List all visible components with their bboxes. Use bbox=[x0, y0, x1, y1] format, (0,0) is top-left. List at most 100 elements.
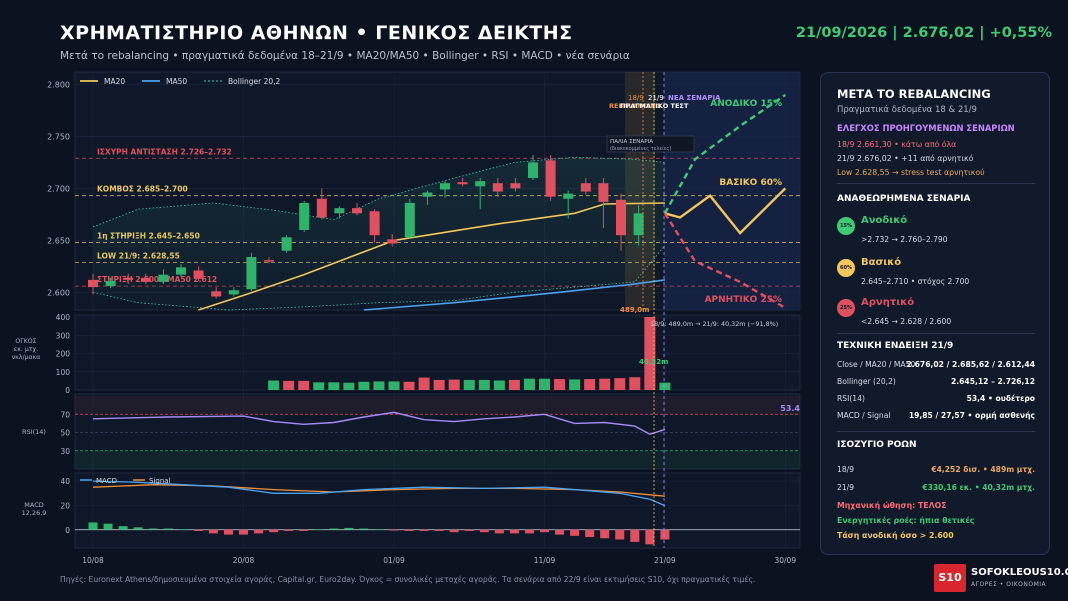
marker-real-test: ΠΡΑΓΜΑΤΙΚΟ ΤΕΣΤ bbox=[620, 102, 689, 110]
legend-signal: Signal bbox=[149, 477, 171, 485]
tech-key: RSI(14) bbox=[837, 394, 865, 403]
volume-bar bbox=[539, 378, 550, 390]
x-tick-label: 11/09 bbox=[534, 556, 556, 565]
volume-note: 18/9: 489,0m → 21/9: 40,32m (−91,8%) bbox=[650, 320, 778, 328]
price-tick-label: 2.750 bbox=[47, 132, 70, 141]
macd-histogram-bar bbox=[103, 523, 113, 530]
volume-bar bbox=[463, 379, 475, 390]
tech-heading: ΤΕΧΝΙΚΗ ΕΝΔΕΙΞΗ 21/9 bbox=[837, 341, 954, 351]
candle-body bbox=[580, 183, 591, 192]
candle-body bbox=[387, 239, 398, 244]
flow-value: €330,16 εκ. • 40,32m μτχ. bbox=[922, 483, 1035, 492]
flow-row: 18/9 €4,252 δισ. • 489m μτχ. bbox=[837, 465, 1035, 474]
volume-ylabel-1: ΟΓΚΟΣ bbox=[15, 338, 36, 345]
scenario-bear-name: Αρνητικό bbox=[861, 297, 915, 308]
rsi-lines bbox=[75, 396, 800, 469]
rsi-oversold-zone bbox=[75, 450, 800, 469]
panel-subtitle: Πραγματικά δεδομένα 18 & 21/9 bbox=[837, 105, 977, 115]
price-tick-label: 2.700 bbox=[47, 184, 70, 193]
panel-divider bbox=[837, 431, 1035, 432]
index-quote: 21/09/2026 | 2.676,02 | +0,55% bbox=[795, 25, 1052, 41]
scenario-bull-name: Ανοδικό bbox=[861, 215, 908, 226]
candle-body bbox=[598, 183, 609, 202]
scenario-path bbox=[663, 93, 786, 214]
volume-bar bbox=[343, 382, 355, 390]
macd-histogram-bar bbox=[509, 529, 519, 534]
rsi-tick-label: 50 bbox=[60, 429, 70, 438]
tech-key: MACD / Signal bbox=[837, 411, 891, 420]
volume-panel-bg bbox=[74, 314, 801, 391]
candle-body bbox=[158, 274, 169, 282]
candle-body bbox=[316, 198, 327, 218]
scenario-bull-desc: >2.732 → 2.760–2.790 bbox=[861, 235, 948, 244]
volume-bars bbox=[268, 317, 671, 390]
candle-body bbox=[264, 260, 274, 262]
volume-ylabel-3: νκλ/μακα bbox=[12, 354, 41, 361]
macd-histogram-bar bbox=[494, 529, 504, 534]
macd-histogram-bar bbox=[133, 527, 143, 530]
volume-tick-label: 100 bbox=[56, 368, 71, 377]
note-trend: Τάση ανοδική όσο > 2.600 bbox=[837, 531, 954, 540]
ma20-line bbox=[198, 202, 665, 311]
volume-tick-label: 300 bbox=[56, 331, 71, 340]
bollinger-lower-line bbox=[92, 245, 666, 311]
flow-value: €4,252 δισ. • 489m μτχ. bbox=[931, 465, 1035, 474]
candle-body bbox=[246, 256, 257, 290]
axis-labels: 2.800 2.750 2.700 2.650 2.600 10/08 20/08 01/09… bbox=[47, 80, 796, 565]
volume-bar bbox=[328, 382, 340, 390]
volume-bar bbox=[418, 377, 430, 390]
macd-histogram-bar bbox=[359, 528, 369, 530]
scenarios-heading: ΑΝΑΘΕΩΡΗΜΕΝΑ ΣΕΝΑΡΙΑ bbox=[837, 194, 971, 204]
price-tick-label: 2.600 bbox=[47, 288, 70, 297]
old-scenarios-label: ΠΑΛΙΑ ΣΕΝΑΡΙΑ bbox=[610, 139, 653, 145]
x-tick-label: 20/08 bbox=[233, 556, 255, 565]
macd-histogram-bar bbox=[645, 529, 655, 545]
candle-body bbox=[563, 193, 574, 199]
macd-histogram-bar bbox=[163, 528, 173, 530]
macd-histogram-bar bbox=[284, 529, 294, 531]
panel-divider bbox=[837, 183, 1035, 184]
macd-histogram-bar bbox=[299, 529, 309, 531]
rsi-overbought-zone bbox=[75, 396, 800, 415]
scenario-paths bbox=[663, 93, 787, 309]
macd-histogram-bar bbox=[555, 529, 565, 535]
info-panel: ΜΕΤΑ ΤΟ REBALANCING Πραγματικά δεδομένα … bbox=[820, 72, 1050, 555]
candle-body bbox=[299, 202, 310, 230]
macd-histogram-bar bbox=[540, 529, 549, 533]
volume-bar bbox=[493, 380, 505, 390]
volume-tick-label: 200 bbox=[56, 350, 71, 359]
candle-body bbox=[88, 279, 98, 288]
macd-histogram-bar bbox=[374, 529, 384, 530]
page-subtitle: Μετά το rebalancing • πραγματικά δεδομέν… bbox=[60, 50, 630, 62]
volume-bar bbox=[433, 379, 445, 390]
candle-body bbox=[334, 208, 345, 214]
rsi-panel-bg bbox=[74, 393, 801, 470]
tech-row: RSI(14) 53,4 • ουδέτερο bbox=[837, 394, 1035, 403]
future-area bbox=[664, 72, 800, 310]
macd-tick-label: 20 bbox=[60, 501, 70, 510]
scenario-bear-badge: 25% bbox=[837, 299, 855, 317]
scenario-base-label: ΒΑΣΙΚΟ 60% bbox=[719, 178, 782, 188]
macd-ylabel-2: 12,26,9 bbox=[22, 509, 47, 517]
candle-body bbox=[457, 182, 468, 185]
volume-bar bbox=[584, 379, 596, 390]
macd-histogram-bar bbox=[329, 528, 339, 530]
macd-ylabel: MACD 12,26,9 bbox=[22, 501, 47, 517]
candles bbox=[88, 155, 644, 299]
legend-macd: MACD bbox=[96, 477, 117, 485]
panel-divider bbox=[837, 333, 1035, 334]
volume-bar bbox=[523, 378, 535, 390]
tech-row: Close / MA20 / MA50 2.676,02 / 2.685,62 /… bbox=[837, 360, 1035, 369]
note-mechanical: Μηχανική ώθηση: ΤΕΛΟΣ bbox=[837, 501, 947, 510]
candle-body bbox=[176, 267, 186, 275]
tech-value: 53,4 • ουδέτερο bbox=[966, 394, 1035, 403]
macd-tick-label: 40 bbox=[60, 477, 70, 486]
macd-histogram-bar bbox=[178, 529, 188, 530]
check-line-1: 18/9 2.661,30 • κάτω από όλα bbox=[837, 140, 957, 149]
brand-logo: S10 bbox=[934, 564, 966, 592]
volume-bar bbox=[554, 379, 566, 390]
price-tick-label: 2.650 bbox=[47, 236, 70, 245]
candle-body bbox=[422, 192, 433, 197]
macd-histogram-bar bbox=[239, 529, 248, 535]
candle-body bbox=[105, 280, 116, 287]
